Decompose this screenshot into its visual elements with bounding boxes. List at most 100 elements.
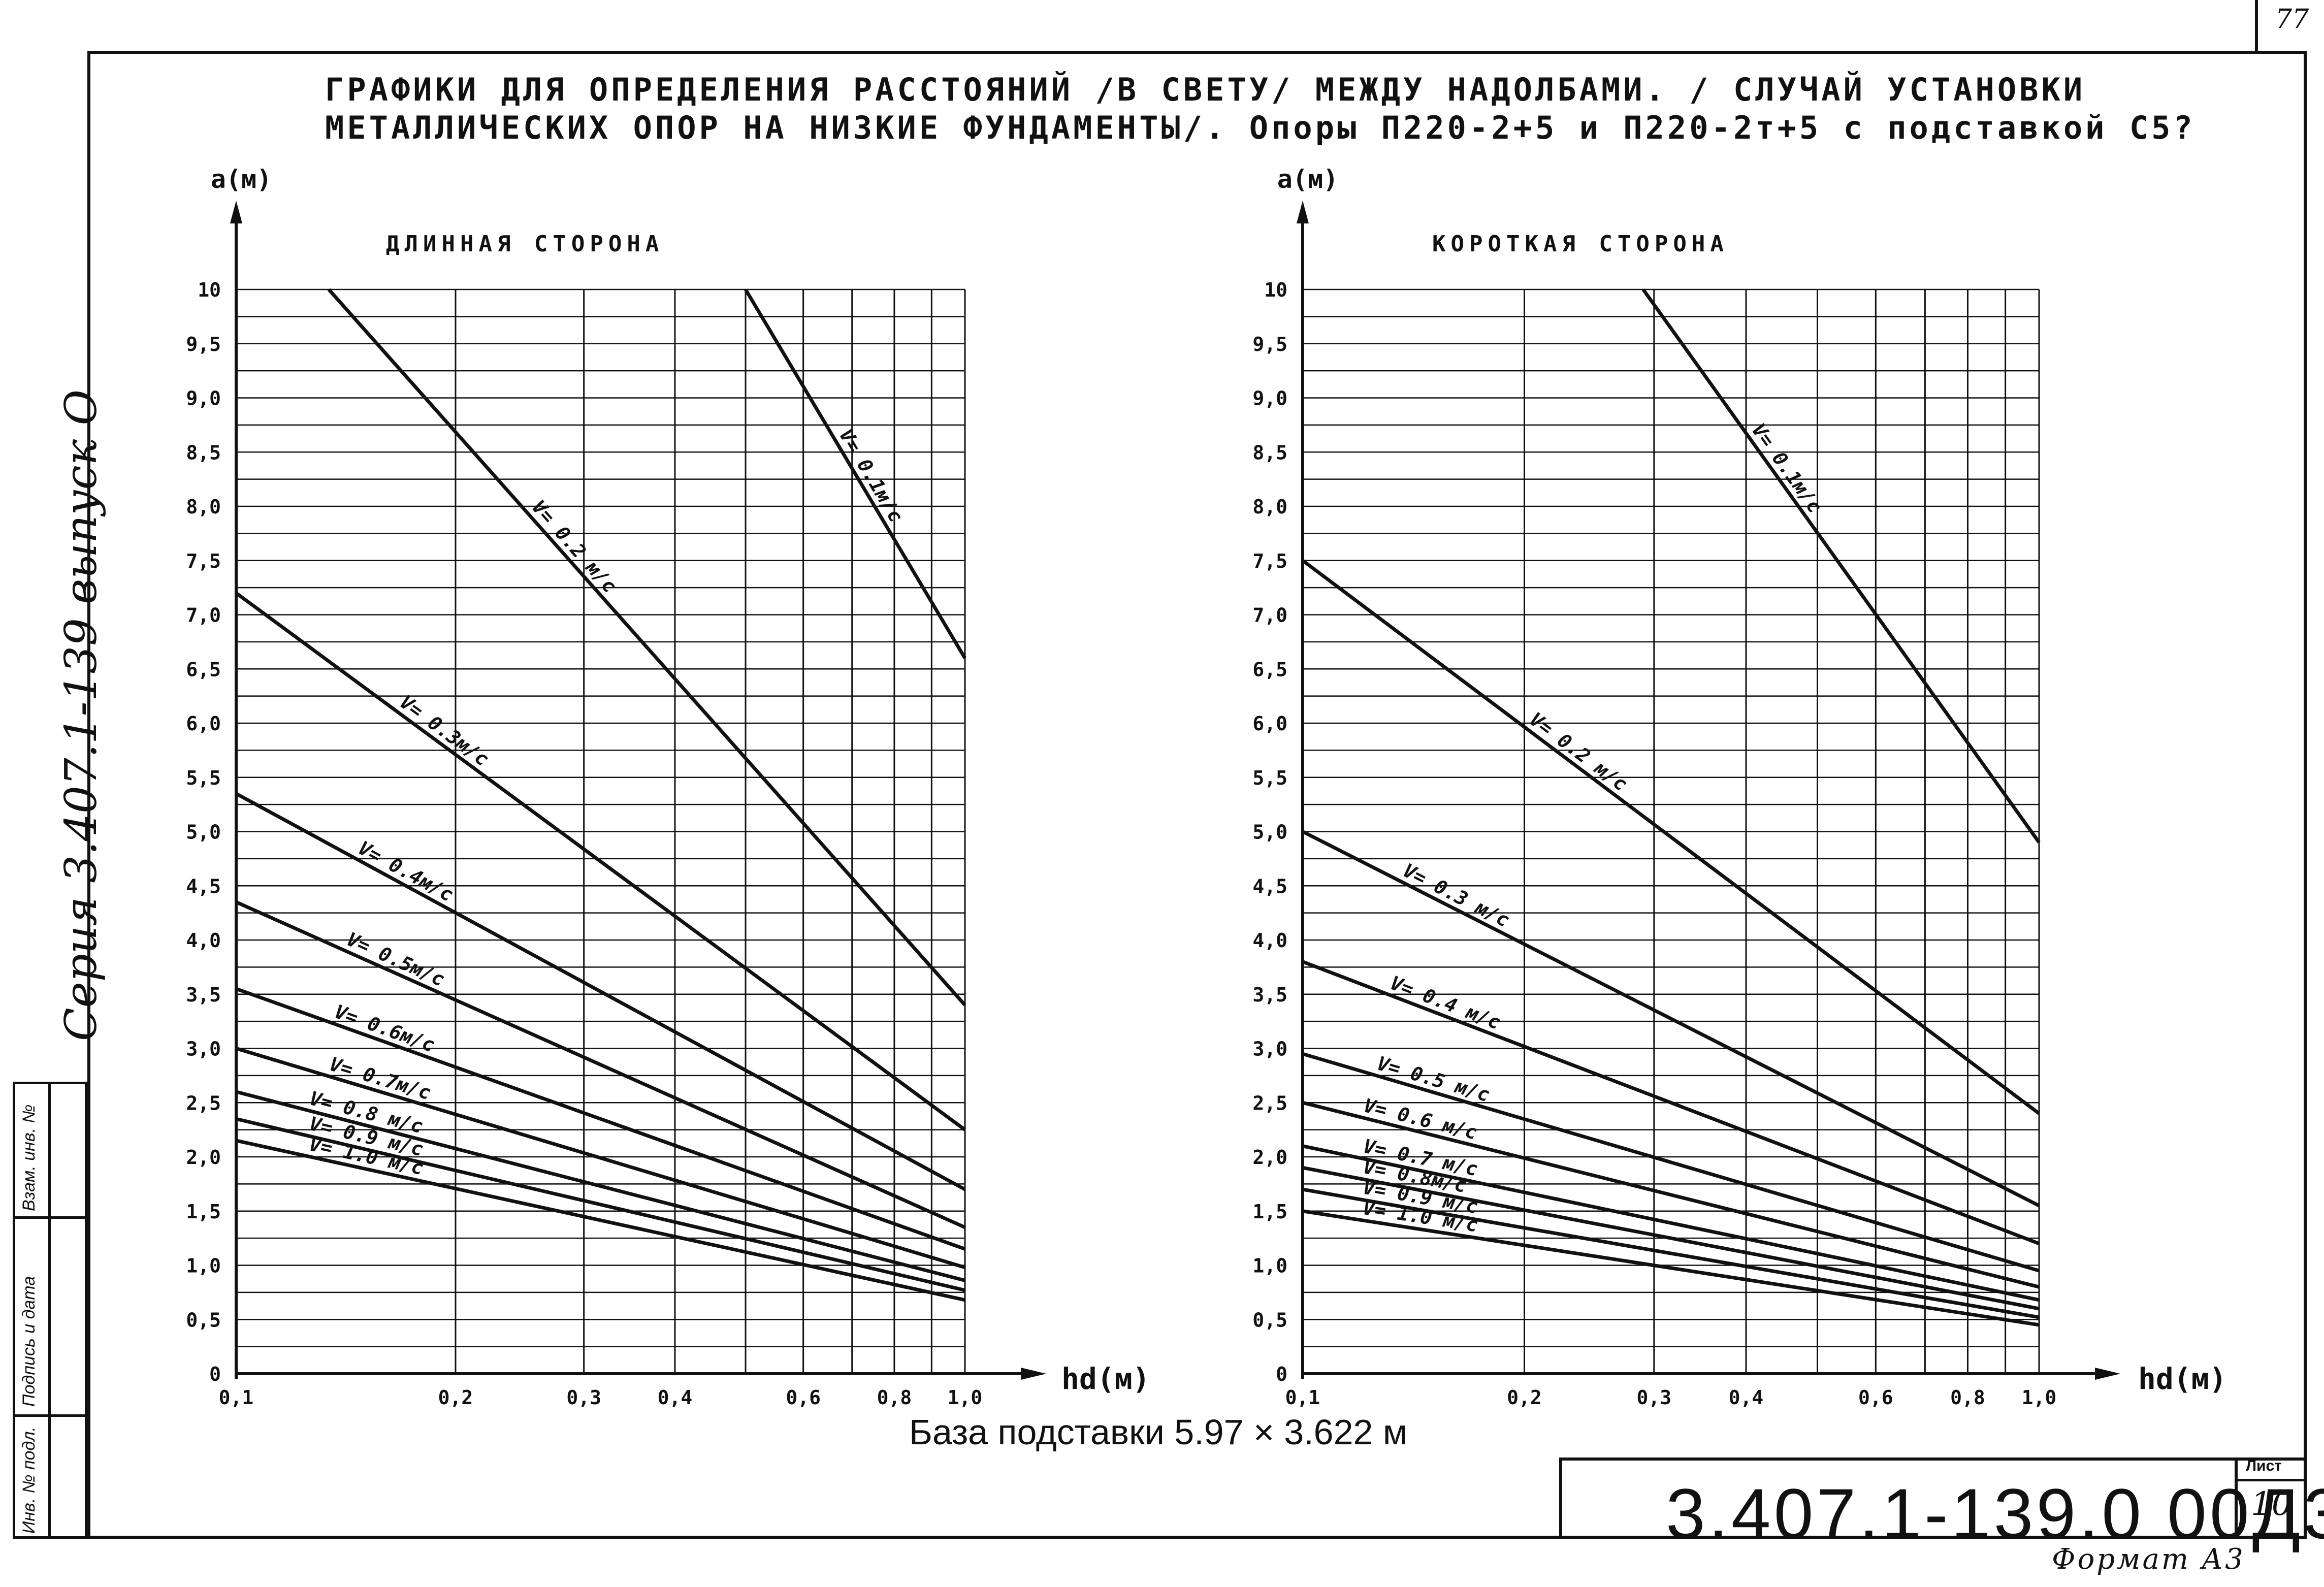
y-tick-label: 3,0 xyxy=(1252,1038,1287,1060)
series-label: V= 0.2 м/с xyxy=(527,496,621,597)
series-line xyxy=(1302,1209,2040,1327)
x-tick-label: 0,4 xyxy=(658,1386,693,1409)
y-tick-label: 1,0 xyxy=(186,1255,221,1277)
series-line xyxy=(236,1117,965,1292)
y-tick-label: 2,5 xyxy=(186,1092,221,1114)
y-tick-label: 9,5 xyxy=(1252,333,1287,355)
stamp-row-divider xyxy=(13,1216,87,1219)
series-line xyxy=(1302,1144,2040,1302)
y-tick-label: 6,5 xyxy=(1252,658,1287,681)
y-tick-label: 7,0 xyxy=(1252,604,1287,627)
y-tick-label: 2,5 xyxy=(1252,1092,1287,1114)
series-line xyxy=(236,1139,965,1302)
series-line xyxy=(1302,1052,2040,1273)
y-axis-arrow xyxy=(1297,201,1309,223)
stamp-row-divider xyxy=(13,1414,87,1417)
series-line xyxy=(235,1047,966,1270)
y-tick-label: 9,5 xyxy=(186,333,221,355)
chart-long-side: 0 0,5 1,0 1,5 2,0 2,5 3,0 3,5 4,0 4,5 5,0 5,5 6,0 6,5… xyxy=(186,165,1150,1409)
base-caption: База подставки 5.97 × 3.622 м xyxy=(909,1412,1408,1452)
y-tick-label: 8,0 xyxy=(1252,496,1287,518)
x-tick-label: 0,2 xyxy=(1507,1386,1542,1409)
document-code: 3.407.1-139.0 00Д3 xyxy=(1666,1474,2324,1553)
series-label: V= 0.5м/с xyxy=(343,928,448,991)
y-tick-label: 4,0 xyxy=(186,929,221,952)
drawing-frame xyxy=(87,51,2307,1539)
y-tick-label: 0 xyxy=(1276,1363,1287,1385)
series-label: V= 0.2 м/с xyxy=(1525,708,1631,796)
series-label: V= 0.1м/с xyxy=(835,425,908,526)
series-label: V= 0.4м/с xyxy=(354,836,457,906)
y-tick-label: 10 xyxy=(1264,279,1287,301)
y-tick-label: 7,5 xyxy=(1252,550,1287,572)
y-tick-label: 4,5 xyxy=(186,875,221,897)
y-tick-label: 5,0 xyxy=(1252,821,1287,844)
series-line xyxy=(1302,960,2040,1246)
sheet-label: Лист xyxy=(2246,1458,2282,1474)
x-axis-arrow xyxy=(1021,1368,1046,1380)
y-tick-label: 5,5 xyxy=(1252,767,1287,789)
x-tick-label: 0,2 xyxy=(438,1386,473,1409)
x-axis-arrow xyxy=(2095,1368,2120,1380)
series-label: V= 0.3 м/с xyxy=(1399,859,1513,932)
y-tick-label: 5,5 xyxy=(186,767,221,789)
y-axis-label: a(м) xyxy=(1277,165,1338,194)
y-tick-label: 6,0 xyxy=(186,712,221,735)
x-axis-label: hd(м) xyxy=(2138,1362,2227,1396)
y-tick-label: 7,5 xyxy=(186,550,221,572)
y-tick-label: 1,5 xyxy=(186,1201,221,1223)
x-tick-label: 1,0 xyxy=(948,1386,983,1409)
y-axis-arrow xyxy=(230,201,242,223)
y-tick-label: 6,0 xyxy=(1252,712,1287,735)
x-tick-label: 0,6 xyxy=(786,1386,821,1409)
x-tick-label: 0,6 xyxy=(1858,1386,1893,1409)
series-line xyxy=(235,987,966,1251)
y-tick-label: 1,5 xyxy=(1252,1201,1287,1223)
y-tick-label: 3,0 xyxy=(186,1038,221,1060)
y-tick-label: 7,0 xyxy=(186,604,221,627)
page-number: 77 xyxy=(2275,4,2309,35)
y-tick-label: 6,5 xyxy=(186,658,221,681)
series-line xyxy=(235,591,966,1131)
series-line xyxy=(327,288,966,1007)
sheet-number: 10 xyxy=(2251,1485,2293,1523)
x-tick-label: 0,3 xyxy=(1637,1386,1672,1409)
y-tick-label: 5,0 xyxy=(186,821,221,844)
y-tick-label: 8,5 xyxy=(186,441,221,464)
sheet-box-divider xyxy=(2235,1458,2238,1539)
x-tick-label: 0,8 xyxy=(877,1386,912,1409)
panel-title: ДЛИННАЯ СТОРОНА xyxy=(386,231,664,257)
series-line xyxy=(1301,559,2041,1115)
y-tick-label: 2,0 xyxy=(1252,1146,1287,1169)
y-tick-label: 10 xyxy=(198,279,221,301)
sheet-box-rule xyxy=(2235,1479,2307,1481)
series-line xyxy=(1302,1100,2040,1289)
x-tick-label: 0,4 xyxy=(1729,1386,1764,1409)
title-block-border xyxy=(1559,1458,2307,1539)
y-tick-label: 0,5 xyxy=(1252,1309,1287,1331)
stamp-divider xyxy=(48,1082,51,1539)
series-line xyxy=(1302,830,2040,1208)
top-right-rule xyxy=(2255,0,2258,51)
series-line xyxy=(744,288,967,659)
chart-short-side: 0 0,5 1,0 1,5 2,0 2,5 3,0 3,5 4,0 4,5 5,0 5,5 6,0 6,5… xyxy=(1252,165,2226,1409)
y-tick-label: 4,5 xyxy=(1252,875,1287,897)
y-tick-label: 4,0 xyxy=(1252,929,1287,952)
series-line xyxy=(1302,1187,2040,1319)
series-line xyxy=(235,900,966,1229)
y-tick-label: 9,0 xyxy=(186,387,221,410)
series-line xyxy=(1641,288,2041,844)
title-line-2: МЕТАЛЛИЧЕСКИХ ОПОР НА НИЗКИЕ ФУНДАМЕНТЫ/… xyxy=(325,109,2196,146)
panel-title: КОРОТКАЯ СТОРОНА xyxy=(1432,231,1729,257)
x-tick-label: 0,3 xyxy=(566,1386,601,1409)
y-tick-label: 0 xyxy=(209,1363,221,1385)
y-axis-label: a(м) xyxy=(211,165,272,194)
x-tick-label: 0,1 xyxy=(1285,1386,1320,1409)
y-tick-label: 8,5 xyxy=(1252,441,1287,464)
y-tick-label: 2,0 xyxy=(186,1146,221,1169)
format-label: Формат А3 xyxy=(2052,1543,2245,1576)
x-tick-label: 0,1 xyxy=(219,1386,254,1409)
y-tick-label: 0,5 xyxy=(186,1309,221,1331)
x-tick-label: 1,0 xyxy=(2022,1386,2057,1409)
